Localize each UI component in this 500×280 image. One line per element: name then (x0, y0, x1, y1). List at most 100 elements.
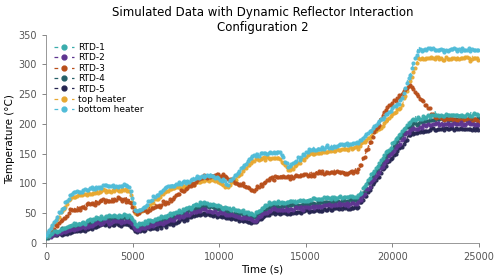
Point (162, 189, 170, 194)
Point (312, 208, 320, 213)
Point (325, 202, 333, 206)
Point (185, 213, 193, 218)
Point (236, 169, 244, 173)
Point (76, 207, 84, 212)
Point (169, 222, 177, 227)
Point (308, 147, 316, 151)
Point (304, 150, 312, 154)
Point (172, 182, 180, 186)
Point (388, 141, 396, 146)
Point (412, 60, 420, 65)
Point (369, 135, 377, 139)
Point (100, 188, 108, 192)
Point (236, 209, 244, 214)
Point (170, 211, 178, 215)
Point (62, 231, 70, 235)
Point (56, 218, 64, 223)
Point (340, 194, 347, 199)
Point (273, 150, 281, 154)
Point (240, 218, 248, 223)
Point (192, 210, 200, 214)
Point (130, 201, 138, 206)
Point (426, 55, 434, 60)
Point (280, 174, 287, 178)
Point (344, 170, 352, 175)
Point (44, 230, 52, 234)
Point (274, 205, 282, 210)
Point (346, 202, 354, 206)
Point (99, 220, 107, 225)
Point (74, 226, 82, 230)
Point (193, 206, 201, 211)
Point (315, 146, 323, 151)
Point (216, 180, 224, 185)
Point (158, 191, 166, 196)
Point (88, 192, 96, 196)
Point (118, 219, 126, 223)
Point (221, 212, 229, 216)
Point (152, 219, 160, 224)
Point (99, 187, 107, 192)
Point (211, 208, 219, 213)
Point (216, 207, 224, 211)
Point (374, 120, 382, 125)
Point (403, 88, 411, 93)
Point (232, 214, 240, 219)
Point (372, 129, 380, 133)
Point (336, 170, 344, 175)
Point (432, 121, 440, 126)
Point (470, 47, 478, 52)
Point (400, 131, 407, 135)
Point (106, 218, 114, 223)
Point (273, 207, 281, 212)
Point (190, 207, 198, 211)
Point (222, 212, 230, 217)
Point (42, 234, 50, 239)
Point (350, 206, 358, 210)
Point (198, 204, 206, 209)
Point (164, 221, 172, 226)
Point (159, 191, 167, 196)
Point (130, 218, 138, 223)
Point (428, 55, 436, 60)
Point (315, 151, 323, 156)
Point (411, 56, 419, 60)
Point (138, 228, 146, 233)
Point (289, 167, 297, 171)
Point (258, 156, 266, 161)
Point (58, 218, 66, 222)
Point (91, 186, 99, 191)
Point (268, 155, 276, 160)
Point (385, 154, 393, 158)
Point (304, 205, 312, 210)
Point (390, 149, 398, 153)
Point (346, 207, 354, 211)
Point (244, 215, 252, 219)
Point (170, 218, 178, 222)
Point (286, 199, 294, 204)
Point (221, 208, 229, 212)
Point (422, 56, 430, 60)
Point (60, 232, 68, 236)
Point (178, 214, 186, 219)
Point (430, 113, 438, 118)
Point (192, 201, 200, 206)
Point (350, 146, 358, 150)
Point (392, 146, 400, 150)
Point (290, 164, 298, 168)
Point (152, 204, 160, 209)
Point (384, 153, 392, 157)
Point (455, 57, 463, 62)
Point (48, 230, 56, 234)
Point (302, 202, 310, 206)
Point (150, 221, 158, 226)
Point (393, 102, 401, 107)
Point (414, 94, 422, 98)
Point (56, 210, 64, 214)
Point (374, 167, 382, 172)
Point (114, 185, 122, 189)
Point (64, 228, 72, 232)
Point (422, 102, 430, 107)
Point (70, 207, 78, 212)
Point (151, 222, 159, 226)
